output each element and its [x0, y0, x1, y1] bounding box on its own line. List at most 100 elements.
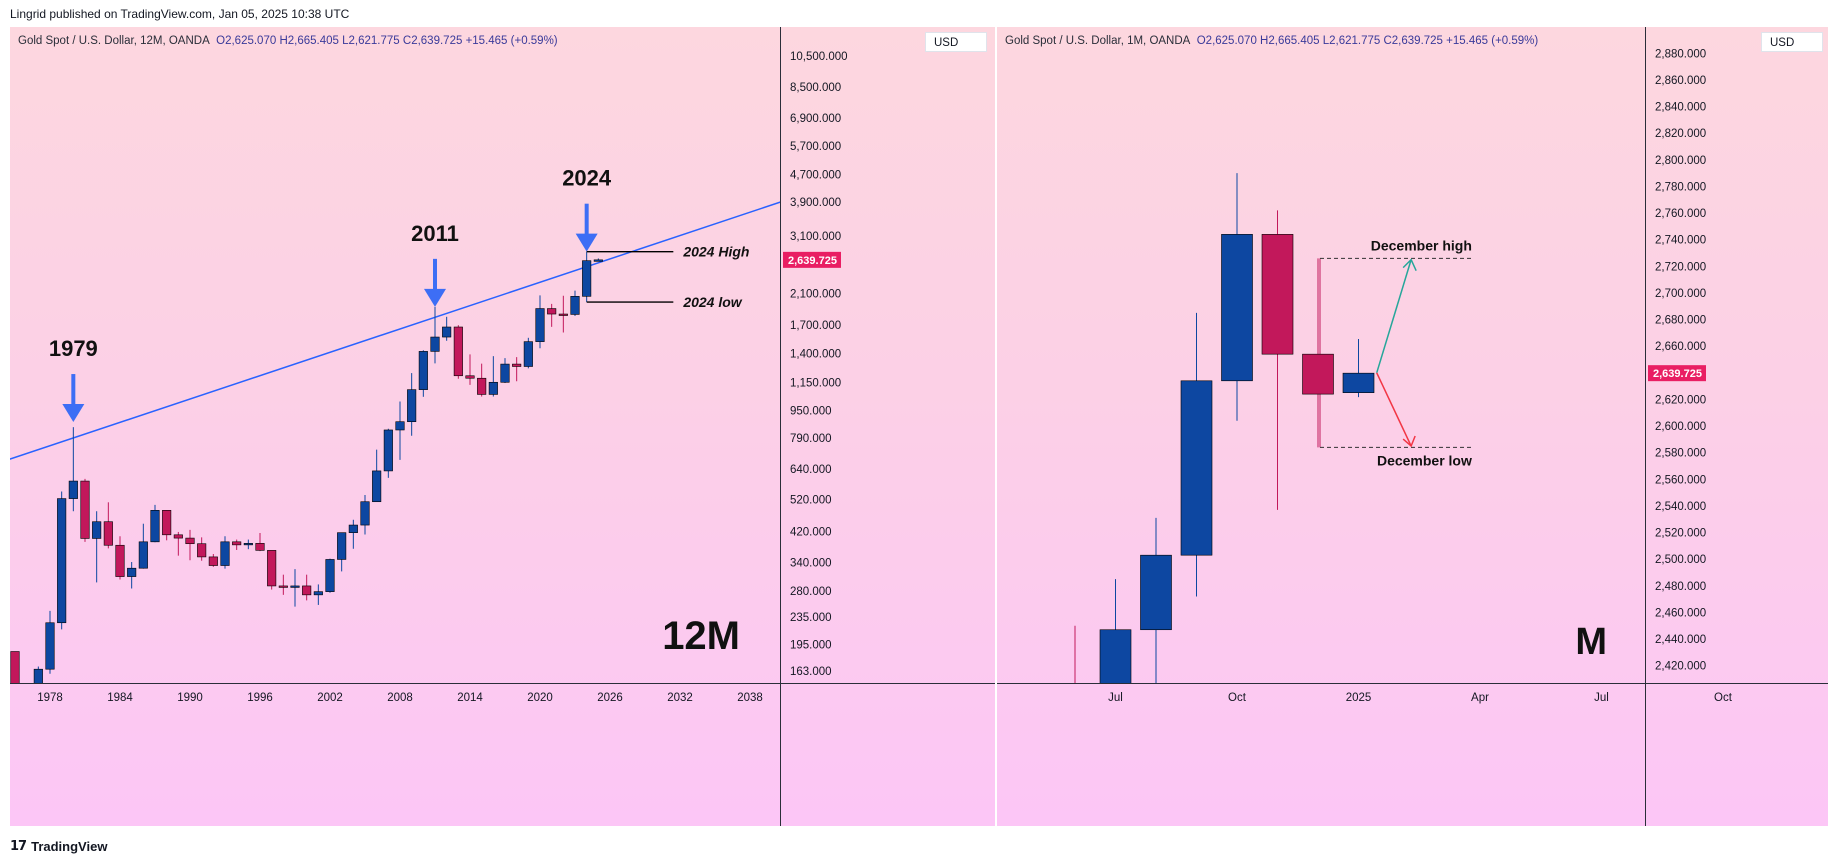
y-tick-label: 2,780.000	[1655, 181, 1706, 193]
y-tick-label: 280.000	[790, 586, 832, 598]
annotation-arrow-icon	[575, 233, 598, 252]
y-tick-label: 3,900.000	[790, 197, 841, 209]
candle-body	[45, 622, 55, 670]
arrowhead-down-icon	[1402, 435, 1416, 448]
candle-body	[10, 651, 20, 683]
chart-legend-monthly: Gold Spot / U.S. Dollar, 1M, OANDA O2,62…	[1005, 35, 1538, 47]
candle-body	[523, 341, 533, 367]
y-tick-label: 340.000	[790, 557, 832, 569]
y-tick-label: 2,580.000	[1655, 448, 1706, 460]
y-tick-label: 6,900.000	[790, 113, 841, 125]
y-tick-label: 8,500.000	[790, 82, 841, 94]
legend-high: H2,665.405	[1260, 35, 1320, 47]
candle-body	[1180, 380, 1213, 556]
candle-body	[535, 308, 545, 342]
candle-body	[162, 510, 172, 536]
currency-selector[interactable]: USD	[925, 32, 987, 52]
legend-close: C2,639.725	[1383, 35, 1443, 47]
candle-body	[1261, 234, 1294, 355]
candle-body	[1060, 759, 1091, 790]
candle-body	[500, 363, 510, 383]
legend-change: +15.465 (+0.59%)	[1446, 35, 1539, 47]
x-tick-label: 1978	[37, 692, 63, 704]
plot-area: 1979 2011 2024 2024 High 2024 low 12M	[10, 166, 780, 683]
candle-body	[68, 480, 78, 499]
candle-body	[582, 260, 592, 297]
legend-symbol: Gold Spot / U.S. Dollar, 12M, OANDA	[18, 35, 210, 47]
plot-area: December high December low M	[1060, 173, 1607, 790]
legend-symbol: Gold Spot / U.S. Dollar, 1M, OANDA	[1005, 35, 1191, 47]
y-tick-label: 520.000	[790, 495, 832, 507]
legend-high: H2,665.405	[279, 35, 339, 47]
footer-brand[interactable]: 17 TradingView	[10, 839, 107, 854]
publish-header: Lingrid published on TradingView.com, Ja…	[10, 7, 350, 21]
y-tick-label: 790.000	[790, 433, 832, 445]
y-tick-label: 2,840.000	[1655, 102, 1706, 114]
legend-change: +15.465 (+0.59%)	[465, 35, 558, 47]
y-tick-label: 2,820.000	[1655, 128, 1706, 140]
y-tick-label: 950.000	[790, 406, 832, 418]
x-tick-label: 2038	[737, 692, 763, 704]
bullish-scenario-arrow	[1376, 259, 1412, 374]
candle-body	[150, 510, 160, 543]
monthly-chart[interactable]: December high December low M 2,420.000 2,440…	[997, 27, 1828, 826]
candle-body	[197, 543, 207, 558]
candle-body	[243, 543, 253, 546]
x-tick-label: 2026	[597, 692, 623, 704]
y-tick-label: 2,620.000	[1655, 394, 1706, 406]
candle-body	[512, 363, 522, 367]
annotation-year-label: 1979	[49, 336, 98, 361]
x-tick-label: 2032	[667, 692, 693, 704]
y-tick-label: 10,500.000	[790, 51, 848, 63]
x-tick-label: 1996	[247, 692, 273, 704]
candle-body	[418, 351, 428, 390]
candle-body	[558, 313, 568, 316]
candle-body	[360, 501, 370, 526]
y-tick-label: 2,700.000	[1655, 288, 1706, 300]
y-tick-label: 2,520.000	[1655, 528, 1706, 540]
candle-body	[453, 326, 463, 377]
last-price-badge	[1648, 365, 1706, 382]
candle-body	[302, 585, 312, 596]
candle-body	[127, 567, 137, 577]
timeframe-watermark: 12M	[662, 614, 740, 658]
x-tick-label: 2020	[527, 692, 553, 704]
last-price-label: 2,639.725	[1653, 368, 1702, 380]
y-tick-label: 2,540.000	[1655, 501, 1706, 513]
candle-body	[488, 381, 498, 395]
chart-panel-yearly[interactable]: 1979 2011 2024 2024 High 2024 low 12M 163.000 1…	[10, 27, 995, 826]
candle-body	[1099, 629, 1132, 683]
candle-body	[570, 296, 580, 315]
x-tick-label: 1990	[177, 692, 203, 704]
y-tick-label: 163.000	[790, 666, 832, 678]
y-tick-label: 2,720.000	[1655, 261, 1706, 273]
yearly-chart[interactable]: 1979 2011 2024 2024 High 2024 low 12M 163.000 1…	[10, 27, 995, 826]
candle-body	[92, 521, 102, 539]
trendline	[10, 201, 780, 460]
candle-body	[185, 537, 195, 545]
candle-body	[430, 336, 440, 352]
candle-body	[407, 389, 417, 423]
arrowhead-up-icon	[1402, 258, 1417, 271]
x-tick-label: 2014	[457, 692, 483, 704]
candle-body	[395, 421, 405, 431]
y-tick-label: 2,800.000	[1655, 155, 1706, 167]
y-tick-label: 2,660.000	[1655, 341, 1706, 353]
annotation-arrow-icon	[62, 404, 85, 423]
y-tick-label: 2,500.000	[1655, 554, 1706, 566]
candle-body	[33, 668, 43, 683]
y-tick-label: 2,460.000	[1655, 607, 1706, 619]
candle-body	[115, 544, 125, 577]
y-tick-label: 2,680.000	[1655, 315, 1706, 327]
last-price-label: 2,639.725	[788, 255, 837, 267]
annotation-year-label: 2024	[562, 166, 612, 191]
candle-body	[173, 534, 183, 539]
candle-body	[477, 377, 487, 395]
y-tick-label: 2,100.000	[790, 289, 841, 301]
y-tick-label: 2,440.000	[1655, 634, 1706, 646]
currency-selector[interactable]: USD	[1761, 32, 1823, 52]
chart-panel-monthly[interactable]: December high December low M 2,420.000 2,440…	[997, 27, 1828, 826]
y-tick-label: 2,560.000	[1655, 474, 1706, 486]
last-price-badge	[783, 251, 841, 268]
y-tick-label: 2,600.000	[1655, 421, 1706, 433]
